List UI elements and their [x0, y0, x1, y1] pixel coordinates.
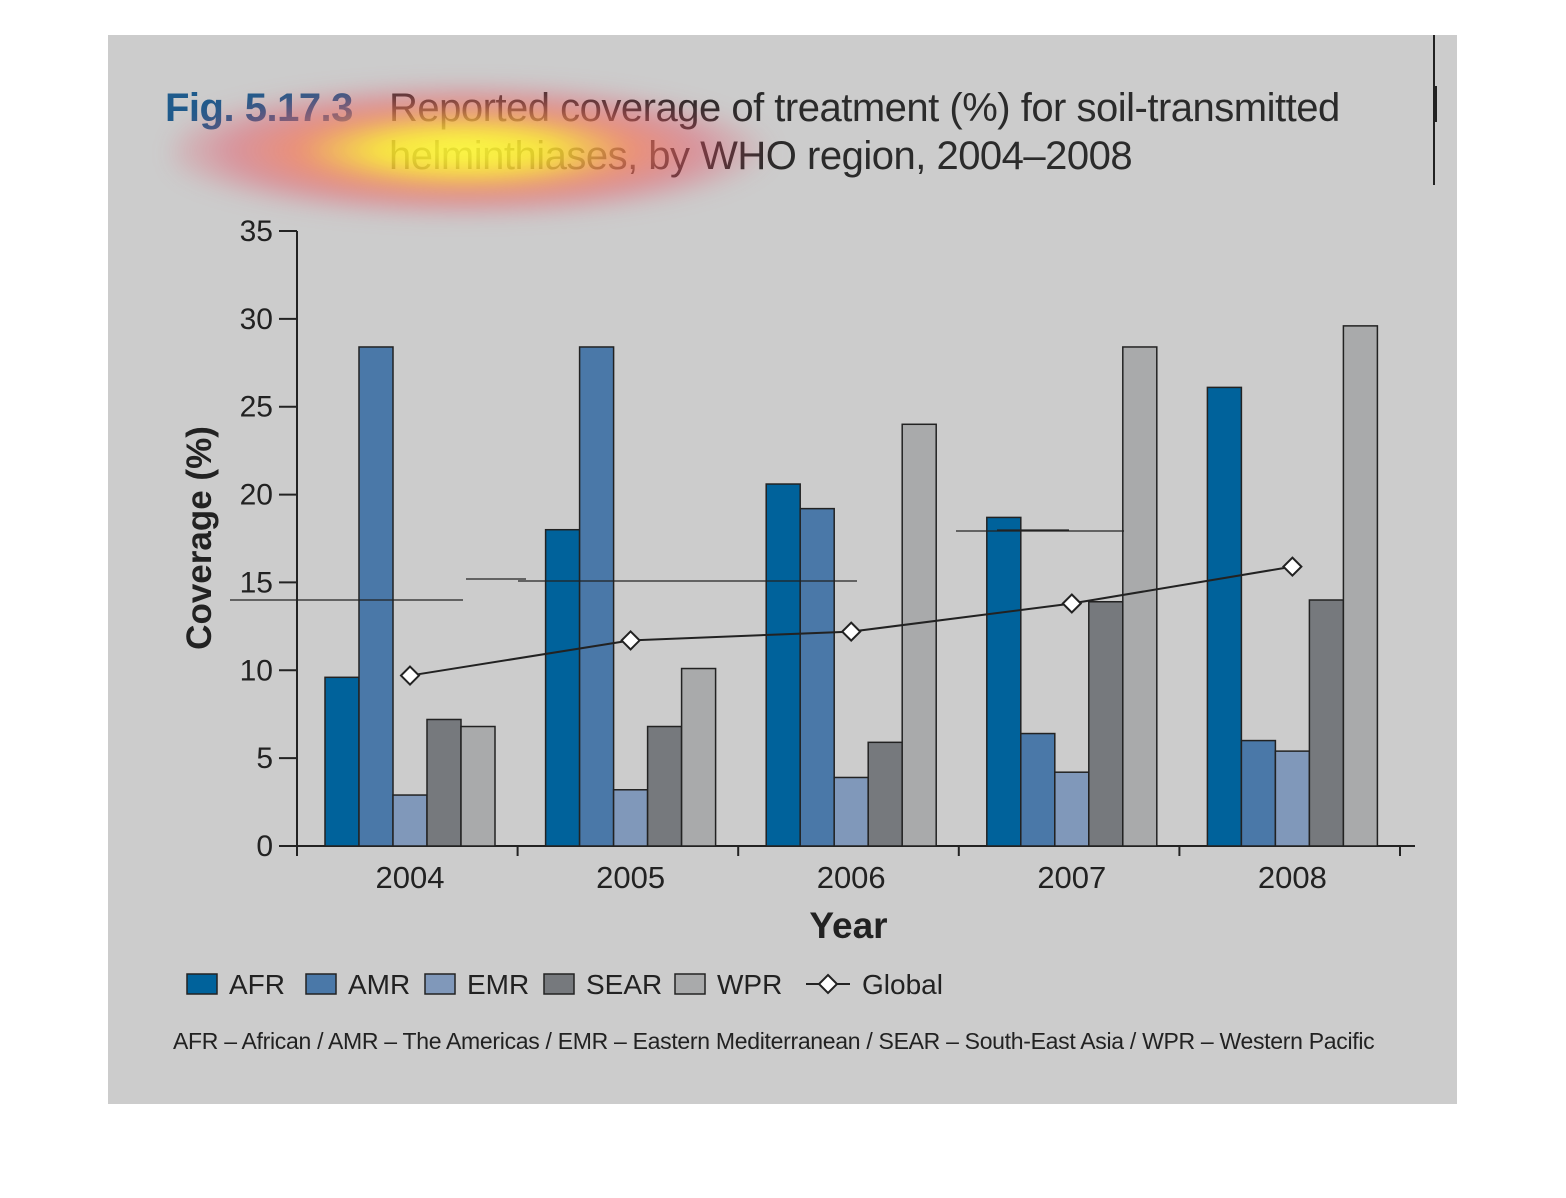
bar-wpr [901, 423, 937, 847]
legend-swatch-emr [424, 973, 456, 995]
x-tick-label: 2008 [1258, 860, 1327, 895]
bar-sear [867, 741, 903, 847]
global-point [620, 630, 642, 651]
bar-emr [833, 776, 869, 847]
global-point [1061, 593, 1083, 614]
legend-swatch-sear [543, 973, 575, 995]
x-tick-label: 2007 [1037, 860, 1106, 895]
global-line [409, 565, 1293, 677]
bar-amr [799, 507, 835, 847]
bar-amr [578, 346, 615, 847]
legend-label-amr: AMR [348, 969, 410, 1000]
y-tick-label: 10 [240, 654, 273, 687]
legend-swatch-wpr [674, 973, 706, 995]
legend-label-global: Global [862, 969, 943, 1000]
y-axis-title: Coverage (%) [180, 426, 219, 650]
bar-sear [1308, 599, 1345, 847]
y-tick-label: 25 [240, 391, 273, 424]
y-tick-label: 30 [240, 303, 273, 336]
bar-emr [1274, 750, 1311, 847]
legend-label-sear: SEAR [586, 969, 662, 1000]
bar-sear [426, 718, 462, 847]
edge-rule-mark [1435, 86, 1437, 122]
bar-wpr [680, 667, 717, 847]
legend-swatch-afr [186, 973, 218, 995]
bar-wpr [460, 725, 496, 847]
edge-rule [1433, 35, 1435, 185]
bar-afr [765, 483, 801, 847]
bar-afr [986, 516, 1022, 847]
bar-wpr [1342, 325, 1379, 847]
bar-afr [544, 528, 581, 847]
legend-label-afr: AFR [229, 969, 285, 1000]
y-tick-label: 35 [240, 215, 273, 248]
global-point [840, 621, 862, 643]
global-point [399, 665, 421, 686]
bar-emr [612, 789, 649, 847]
bar-afr [324, 676, 360, 847]
x-tick-label: 2005 [596, 860, 665, 895]
y-tick-label: 0 [256, 830, 273, 863]
bar-sear [646, 725, 683, 847]
bar-sear [1088, 601, 1124, 847]
legend-label-wpr: WPR [717, 969, 782, 1000]
global-point [1281, 556, 1303, 578]
legend-global-marker [817, 973, 839, 995]
bar-amr [1240, 739, 1277, 847]
region-abbreviation-notes: AFR – African / AMR – The Americas / EMR… [173, 1028, 1375, 1054]
bar-emr [1054, 771, 1090, 847]
legend-swatch-amr [305, 973, 337, 995]
bar-afr [1206, 386, 1243, 847]
y-tick-label: 5 [256, 742, 273, 775]
legend-label-emr: EMR [467, 969, 529, 1000]
x-axis-title: Year [809, 905, 887, 946]
bar-emr [392, 794, 428, 847]
bar-amr [1020, 732, 1056, 847]
y-tick-label: 20 [240, 479, 273, 512]
x-tick-label: 2004 [376, 860, 445, 895]
x-tick-label: 2006 [817, 860, 886, 895]
y-tick-label: 15 [240, 566, 273, 599]
bar-wpr [1122, 346, 1158, 847]
bar-amr [358, 346, 394, 847]
